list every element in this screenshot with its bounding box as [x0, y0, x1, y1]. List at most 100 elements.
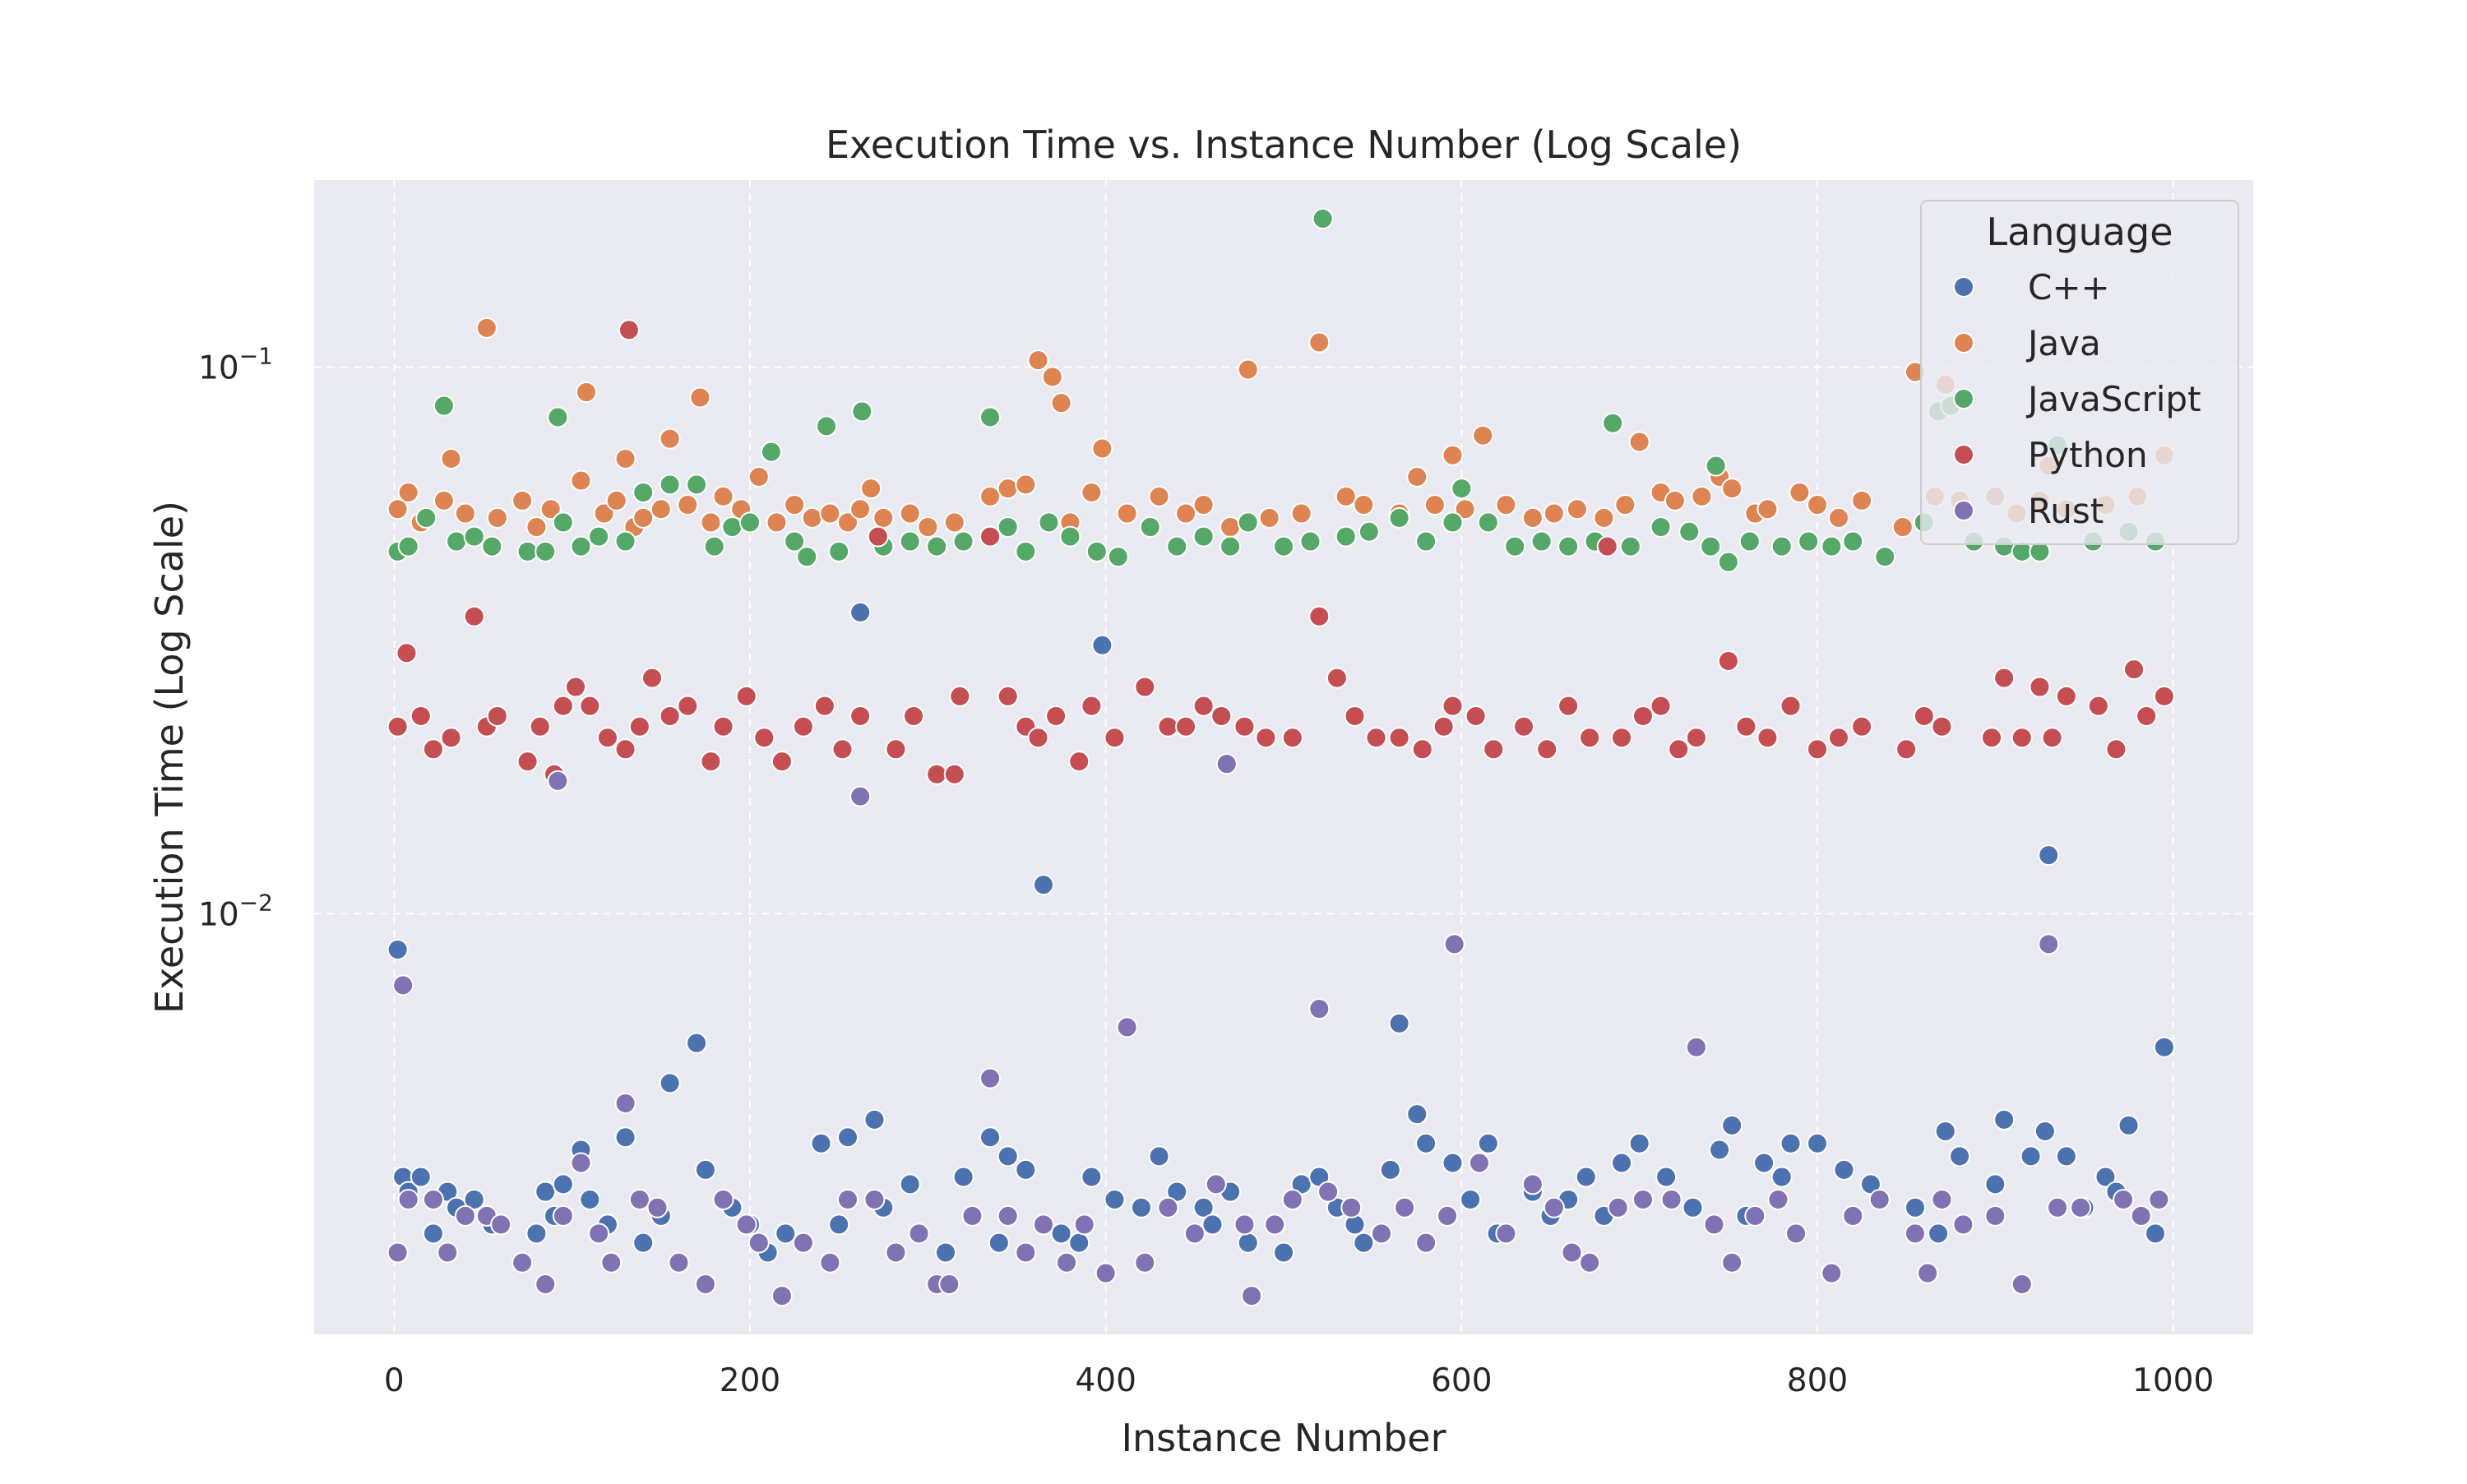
- data-point: [694, 1158, 716, 1181]
- data-point: [1575, 1166, 1597, 1188]
- data-point: [1056, 1251, 1078, 1274]
- data-point: [1234, 1214, 1256, 1236]
- data-point: [1340, 1196, 1363, 1218]
- data-point: [1593, 506, 1615, 529]
- data-point: [614, 447, 636, 469]
- data-point: [784, 530, 806, 552]
- data-point: [1913, 705, 1935, 727]
- data-point: [1664, 489, 1686, 511]
- data-point: [2145, 1223, 2167, 1245]
- data-point: [1406, 1103, 1428, 1126]
- data-point: [463, 1189, 485, 1211]
- data-point: [1851, 715, 1873, 737]
- data-point: [1443, 933, 1465, 955]
- legend-marker: [1953, 500, 1974, 521]
- data-point: [490, 1214, 512, 1236]
- data-point: [1566, 498, 1588, 520]
- data-point: [1465, 705, 1487, 727]
- data-point: [2011, 727, 2033, 749]
- data-point: [851, 400, 873, 423]
- data-point: [836, 1126, 859, 1149]
- data-point: [570, 469, 592, 492]
- data-point: [2153, 685, 2175, 707]
- data-point: [579, 695, 601, 717]
- data-point: [1767, 1189, 1789, 1211]
- x-axis-label: Instance Number: [1121, 1416, 1446, 1460]
- data-point: [1041, 366, 1063, 388]
- data-point: [659, 1072, 681, 1094]
- data-point: [700, 511, 722, 534]
- data-point: [849, 601, 872, 623]
- data-point: [836, 511, 859, 534]
- data-point: [1468, 1152, 1490, 1174]
- data-point: [397, 1189, 419, 1211]
- data-point: [1091, 437, 1113, 460]
- data-point: [1628, 431, 1650, 453]
- data-point: [547, 770, 569, 792]
- data-point: [1917, 1262, 1939, 1284]
- data-point: [1091, 634, 1113, 656]
- data-point: [1281, 1189, 1303, 1211]
- data-point: [792, 1232, 814, 1254]
- data-point: [1308, 605, 1331, 627]
- data-point: [943, 511, 965, 534]
- data-point: [535, 1181, 557, 1203]
- data-point: [1015, 1241, 1037, 1264]
- x-tick-label: 600: [1431, 1362, 1492, 1399]
- data-point: [1842, 530, 1864, 552]
- data-points: [386, 207, 2175, 1307]
- y-tick-labels: 10−2 10−1: [198, 343, 273, 934]
- data-point: [1442, 1152, 1464, 1174]
- data-point: [628, 1189, 650, 1211]
- data-point: [565, 676, 587, 698]
- data-point: [1192, 695, 1215, 717]
- data-point: [1317, 1181, 1340, 1203]
- data-point: [1365, 727, 1387, 749]
- data-point: [1949, 1145, 1971, 1167]
- data-point: [1299, 530, 1321, 552]
- data-point: [570, 535, 592, 557]
- data-point: [1237, 511, 1259, 534]
- data-point: [849, 785, 872, 807]
- data-point: [1157, 1196, 1179, 1218]
- data-point: [748, 1232, 770, 1254]
- data-point: [828, 540, 850, 562]
- data-point: [516, 540, 539, 562]
- data-point: [1388, 506, 1410, 529]
- data-point: [1215, 753, 1238, 775]
- data-point: [1406, 466, 1428, 488]
- data-point: [813, 695, 835, 717]
- data-point: [686, 474, 708, 496]
- data-point: [1530, 530, 1553, 552]
- data-point: [1682, 1196, 1704, 1218]
- data-point: [1442, 695, 1464, 717]
- data-point: [1045, 705, 1067, 727]
- data-point: [605, 489, 627, 511]
- data-point: [1757, 727, 1779, 749]
- data-point: [397, 481, 419, 503]
- data-point: [979, 406, 1002, 428]
- data-point: [979, 485, 1002, 507]
- legend-label: Rust: [2028, 491, 2104, 531]
- data-point: [463, 525, 485, 548]
- data-point: [1709, 1139, 1731, 1161]
- data-point: [1650, 695, 1672, 717]
- data-point: [677, 494, 699, 516]
- data-point: [1993, 667, 2016, 689]
- data-point: [1521, 1173, 1544, 1195]
- data-point: [632, 481, 655, 503]
- data-point: [2020, 1145, 2042, 1167]
- data-point: [849, 705, 872, 727]
- data-point: [1192, 494, 1215, 516]
- data-point: [422, 1189, 444, 1211]
- data-point: [1685, 727, 1707, 749]
- data-point: [1394, 1196, 1416, 1218]
- data-point: [1264, 1214, 1286, 1236]
- data-point: [1798, 530, 1820, 552]
- data-point: [2148, 1189, 2170, 1211]
- data-point: [552, 511, 574, 534]
- data-point: [917, 516, 939, 539]
- legend-marker: [1953, 332, 1974, 354]
- data-point: [1038, 511, 1060, 534]
